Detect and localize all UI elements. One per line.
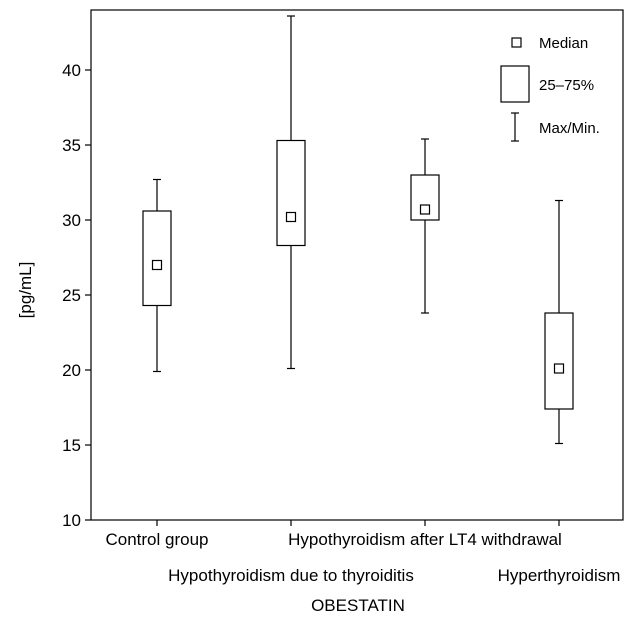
x-category-label: Control group [105,530,208,549]
legend: Median 25–75% Max/Min. [500,35,600,142]
x-category-label: Hypothyroidism after LT4 withdrawal [288,530,562,549]
y-tick-label: 25 [62,286,81,305]
median-marker [151,259,163,271]
x-axis-title: OBESTATIN [311,596,405,615]
iqr-box [544,312,574,410]
plot-area-frame [90,9,624,521]
y-tick-label: 30 [62,211,81,230]
box-group [544,199,574,445]
legend-box-label: 25–75% [539,77,594,94]
y-tick-label: 15 [62,436,81,455]
y-tick-label: 35 [62,136,81,155]
y-tick-label: 10 [62,511,81,530]
legend-whisker-label: Max/Min. [539,120,600,137]
y-tick-label: 40 [62,61,81,80]
iqr-box [276,139,306,247]
y-axis: 10 15 20 25 30 35 40 [62,61,91,530]
legend-median-marker [511,37,522,48]
x-axis: Control group Hypothyroidism due to thyro… [105,520,620,585]
median-marker [553,363,565,374]
y-tick-label: 20 [62,361,81,380]
box-series [142,15,574,445]
legend-box-marker [500,65,530,103]
x-category-label: Hypothyroidism due to thyroiditis [168,566,414,585]
y-axis-title: [pg/mL] [16,262,35,319]
x-category-label: Hyperthyroidism [498,566,621,585]
median-marker [285,211,297,223]
median-marker [419,204,431,215]
iqr-box [142,210,172,307]
box-group [142,178,172,373]
box-group [276,15,306,370]
box-group [410,138,440,314]
legend-median-label: Median [539,35,588,52]
